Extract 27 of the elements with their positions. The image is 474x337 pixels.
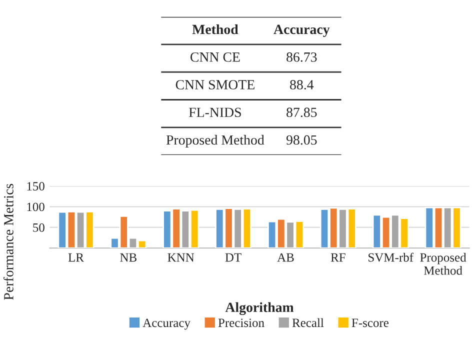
x-tick-label: Proposed Method	[420, 252, 466, 275]
x-tick-label: DT	[225, 253, 242, 262]
category-label: FL-NIDS	[188, 108, 241, 118]
data-label: 88.4	[290, 80, 314, 90]
category-label: CNN CE	[190, 52, 240, 62]
category-label: Proposed Method	[166, 134, 264, 148]
data-label: 87.85	[286, 108, 317, 118]
legend-label: Accuracy	[142, 318, 190, 330]
text: Accuracy	[274, 24, 330, 37]
x-tick-label: SVM-rbf	[368, 252, 414, 262]
x-tick-label: AB	[277, 253, 294, 262]
legend-label: F-score	[352, 318, 388, 328]
category-label: CNN SMOTE	[176, 80, 254, 90]
text: Method	[192, 24, 238, 34]
y-tick-label: 100	[27, 202, 44, 212]
x-tick-label: KNN	[168, 253, 194, 262]
x-tick-label: LR	[68, 253, 84, 262]
x-tick-label: NB	[120, 253, 136, 262]
y-axis-title: Performance Metrics	[3, 184, 14, 300]
data-label: 86.73	[286, 52, 317, 62]
x-axis-title: Algoritham	[225, 302, 294, 316]
data-label: 98.05	[286, 135, 317, 145]
legend-label: Recall	[292, 318, 324, 328]
legend-label: Precision	[218, 318, 264, 328]
y-tick-label: 50	[33, 223, 44, 232]
y-tick-label: 150	[27, 182, 44, 190]
x-tick-label: RF	[330, 253, 346, 262]
